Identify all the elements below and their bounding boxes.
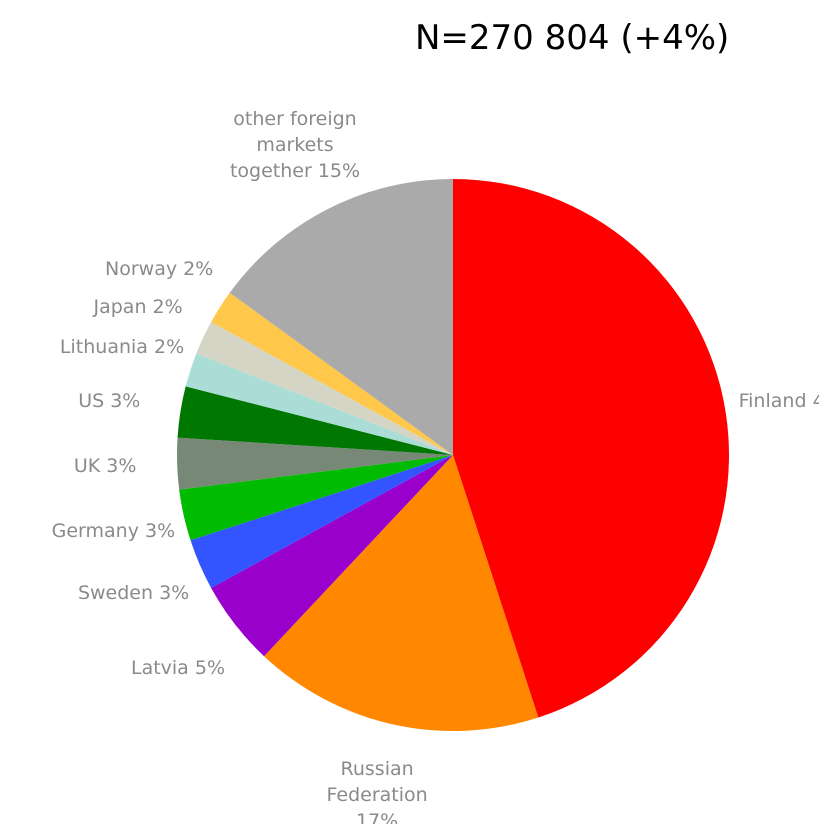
slice-label: Germany 3%: [43, 518, 183, 544]
pie-slice: [179, 455, 454, 541]
category-label: Latvia: [130, 657, 189, 680]
value-label: 3%: [159, 582, 190, 605]
category-label: Lithuania: [59, 336, 148, 359]
pie-slice: [185, 353, 453, 455]
pie-slice: [211, 292, 453, 455]
value-label: 15%: [317, 159, 361, 182]
pie-slice: [229, 179, 453, 455]
pie-slice: [190, 455, 453, 588]
slice-label: Norway 2%: [89, 256, 229, 282]
category-label: Japan: [93, 295, 147, 318]
slice-label: Russian Federation 17%: [307, 756, 447, 824]
category-label: US: [78, 389, 105, 412]
pie-slice: [264, 455, 539, 731]
pie-slice: [196, 322, 453, 455]
value-label: 17%: [355, 809, 399, 824]
value-label: 3%: [110, 389, 141, 412]
pie-slice: [177, 386, 453, 455]
pie-slice: [211, 455, 453, 657]
category-label: Russian Federation: [326, 757, 428, 806]
category-label: Sweden: [77, 582, 154, 605]
value-label: 3%: [106, 454, 137, 477]
slice-label: Sweden 3%: [64, 580, 204, 606]
value-label: 45%: [812, 389, 819, 412]
category-label: Germany: [51, 519, 139, 542]
value-label: 2%: [153, 336, 185, 359]
slice-label: other foreign markets together 15%: [225, 106, 365, 184]
chart-title: N=270 804 (+4%): [415, 18, 730, 58]
pie-slice: [453, 179, 729, 718]
pie-slice: [176, 437, 453, 490]
slice-label: Japan 2%: [68, 294, 208, 320]
slice-label: Lithuania 2%: [52, 334, 192, 360]
value-label: 2%: [183, 257, 214, 280]
category-label: Finland: [738, 389, 807, 412]
category-label: UK: [73, 454, 101, 477]
value-label: 3%: [144, 519, 176, 542]
value-label: 2%: [152, 295, 183, 318]
category-label: Norway: [105, 257, 178, 280]
slice-label: UK 3%: [35, 453, 175, 479]
slice-label: Latvia 5%: [108, 655, 248, 681]
category-label: other foreign markets together: [229, 107, 357, 182]
value-label: 5%: [194, 657, 226, 680]
slice-label: US 3%: [39, 388, 179, 414]
slice-label: Finland 45%: [727, 388, 819, 414]
